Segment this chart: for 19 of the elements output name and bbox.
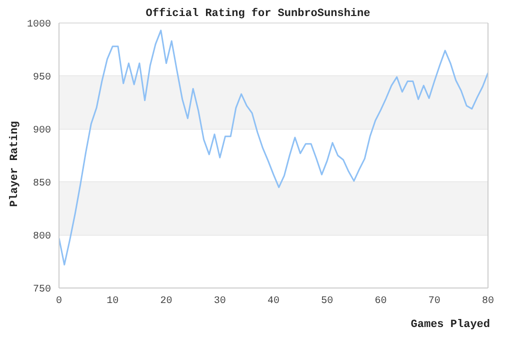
x-tick-label: 50 bbox=[321, 296, 334, 308]
y-tick-label: 850 bbox=[32, 178, 51, 190]
y-tick-label: 900 bbox=[32, 126, 51, 137]
y-tick-label: 1000 bbox=[26, 20, 51, 31]
y-tick-label: 750 bbox=[32, 284, 51, 296]
y-tick-label: 950 bbox=[32, 72, 51, 84]
chart-title: Official Rating for SunbroSunshine bbox=[144, 8, 372, 20]
y-axis-title: Player Rating bbox=[9, 120, 21, 209]
x-axis-title: Games Played bbox=[410, 319, 490, 331]
x-tick-label: 70 bbox=[428, 296, 440, 308]
x-tick-label: 30 bbox=[214, 296, 226, 308]
x-tick-label: 40 bbox=[267, 296, 280, 308]
x-tick-label: 80 bbox=[482, 296, 494, 308]
line-series bbox=[59, 30, 488, 266]
x-tick-label: 20 bbox=[160, 296, 172, 308]
x-tick-label: 0 bbox=[56, 296, 62, 308]
x-tick-label: 10 bbox=[106, 296, 119, 308]
x-tick-label: 60 bbox=[374, 296, 387, 308]
y-tick-label: 800 bbox=[32, 232, 51, 243]
